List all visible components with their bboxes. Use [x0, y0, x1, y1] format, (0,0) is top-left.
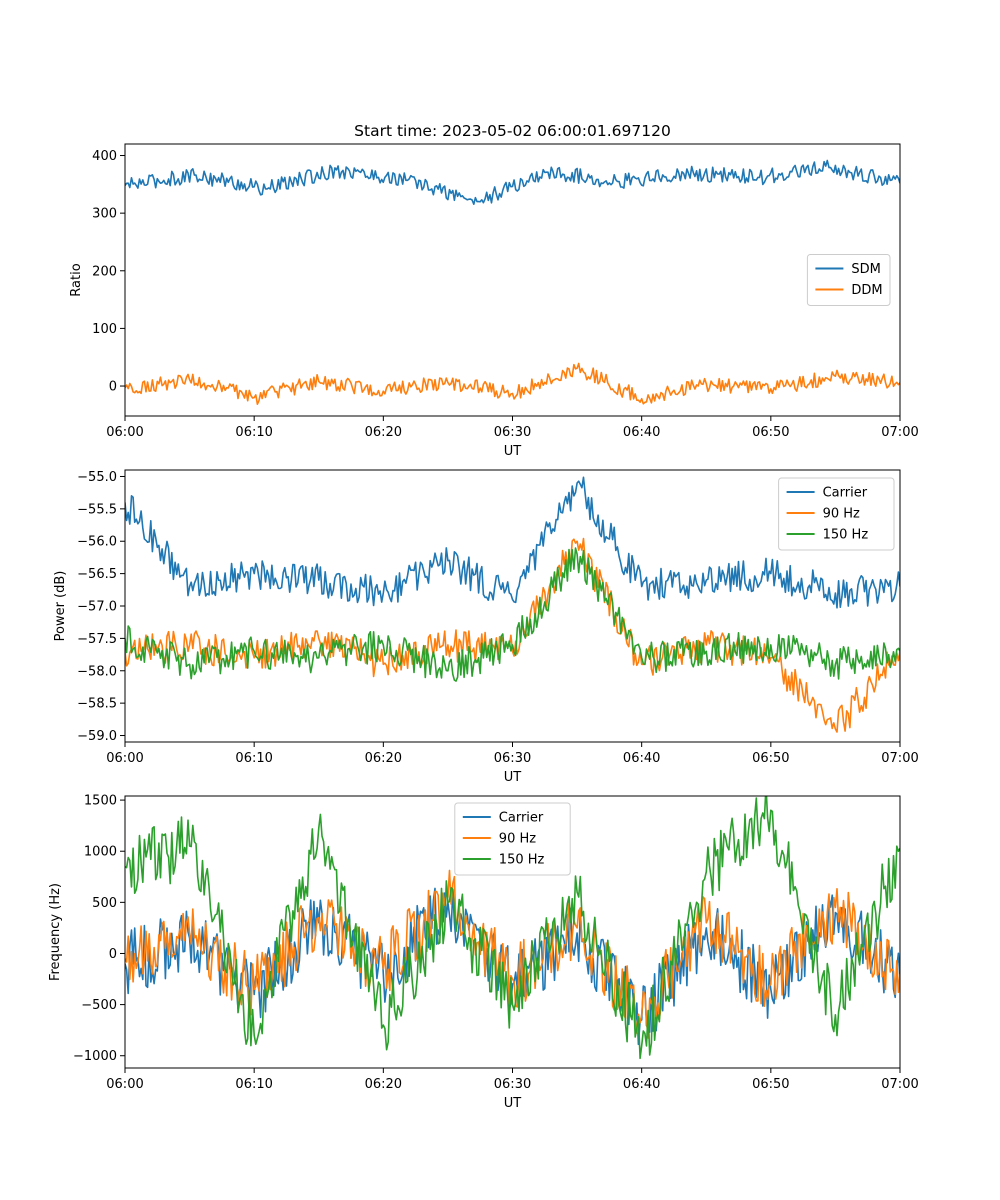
y-tick-label: −59.0: [77, 729, 117, 744]
series-line-carrier: [125, 476, 900, 609]
legend: Carrier 90 Hz 150 Hz: [778, 477, 895, 551]
legend-frame: [778, 477, 895, 551]
x-tick-label: 07:00: [881, 751, 918, 766]
y-tick-label: 200: [92, 264, 117, 279]
x-axis-label: UT: [504, 770, 522, 785]
legend-label-90-hz: 90 Hz: [499, 832, 536, 847]
x-tick-label: 06:30: [494, 1077, 531, 1092]
series-line-carrier: [125, 887, 900, 1046]
y-tick-label: 400: [92, 149, 117, 164]
x-tick-label: 06:10: [235, 1077, 272, 1092]
y-tick-label: −500: [81, 998, 117, 1013]
y-tick-label: 0: [109, 380, 117, 395]
y-tick-label: −55.0: [77, 470, 117, 485]
x-tick-label: 06:40: [623, 425, 660, 440]
legend-label-sdm: SDM: [851, 262, 880, 277]
series-line-90-hz: [125, 537, 900, 733]
y-tick-label: 500: [92, 896, 117, 911]
x-tick-label: 07:00: [881, 1077, 918, 1092]
x-axis-label: UT: [504, 1096, 522, 1111]
y-tick-label: −56.0: [77, 535, 117, 550]
x-tick-label: 06:50: [752, 751, 789, 766]
x-tick-label: 06:10: [235, 425, 272, 440]
y-tick-label: 0: [109, 947, 117, 962]
ratio-panel: 06:00 06:10 06:20 06:30 06:40 06:50 07:00 0 100 2…: [69, 143, 919, 459]
x-tick-label: 06:30: [494, 425, 531, 440]
y-axis-label: Power (dB): [53, 571, 68, 642]
x-tick-label: 06:20: [365, 425, 402, 440]
y-axis-label: Ratio: [69, 263, 84, 296]
x-tick-label: 06:30: [494, 751, 531, 766]
legend-frame: [806, 254, 891, 306]
y-tick-label: −57.0: [77, 600, 117, 615]
y-tick-label: −56.5: [77, 567, 117, 582]
series-line-150-hz: [125, 547, 900, 682]
legend-label-carrier: Carrier: [823, 486, 868, 501]
legend-label-150-hz: 150 Hz: [499, 853, 545, 868]
x-tick-label: 06:40: [623, 1077, 660, 1092]
y-tick-label: −58.5: [77, 697, 117, 712]
y-tick-label: −58.0: [77, 664, 117, 679]
series-line-sdm: [125, 159, 900, 205]
legend-label-90-hz: 90 Hz: [823, 507, 860, 522]
x-tick-label: 06:40: [623, 751, 660, 766]
x-axis-label: UT: [504, 444, 522, 459]
x-tick-label: 06:00: [106, 1077, 143, 1092]
x-tick-label: 06:20: [365, 751, 402, 766]
series-line-ddm: [125, 362, 900, 405]
y-tick-label: −57.5: [77, 632, 117, 647]
y-axis-label: Frequency (Hz): [48, 883, 63, 981]
y-tick-label: 1500: [84, 794, 117, 809]
legend: SDM DDM: [806, 254, 891, 306]
y-tick-label: −1000: [73, 1049, 117, 1064]
series-line-90-hz: [125, 869, 900, 1039]
x-tick-label: 06:50: [752, 1077, 789, 1092]
y-tick-label: −55.5: [77, 502, 117, 517]
legend-label-carrier: Carrier: [499, 811, 544, 826]
x-tick-label: 06:20: [365, 1077, 402, 1092]
x-tick-label: 06:50: [752, 425, 789, 440]
x-tick-label: 06:00: [106, 425, 143, 440]
y-tick-label: 100: [92, 322, 117, 337]
figure-title: Start time: 2023-05-02 06:00:01.697120: [354, 122, 671, 140]
x-tick-label: 06:00: [106, 751, 143, 766]
y-tick-label: 1000: [84, 845, 117, 860]
x-tick-label: 07:00: [881, 425, 918, 440]
power-panel: 06:00 06:10 06:20 06:30 06:40 06:50 07:00 −55.0…: [53, 469, 919, 785]
y-tick-label: 300: [92, 207, 117, 222]
legend-label-ddm: DDM: [851, 283, 882, 298]
legend-frame: [454, 802, 571, 876]
x-tick-label: 06:10: [235, 751, 272, 766]
legend: Carrier 90 Hz 150 Hz: [454, 802, 571, 876]
frequency-panel: 06:00 06:10 06:20 06:30 06:40 06:50 07:00 −1000…: [48, 794, 919, 1111]
legend-label-150-hz: 150 Hz: [823, 528, 869, 543]
